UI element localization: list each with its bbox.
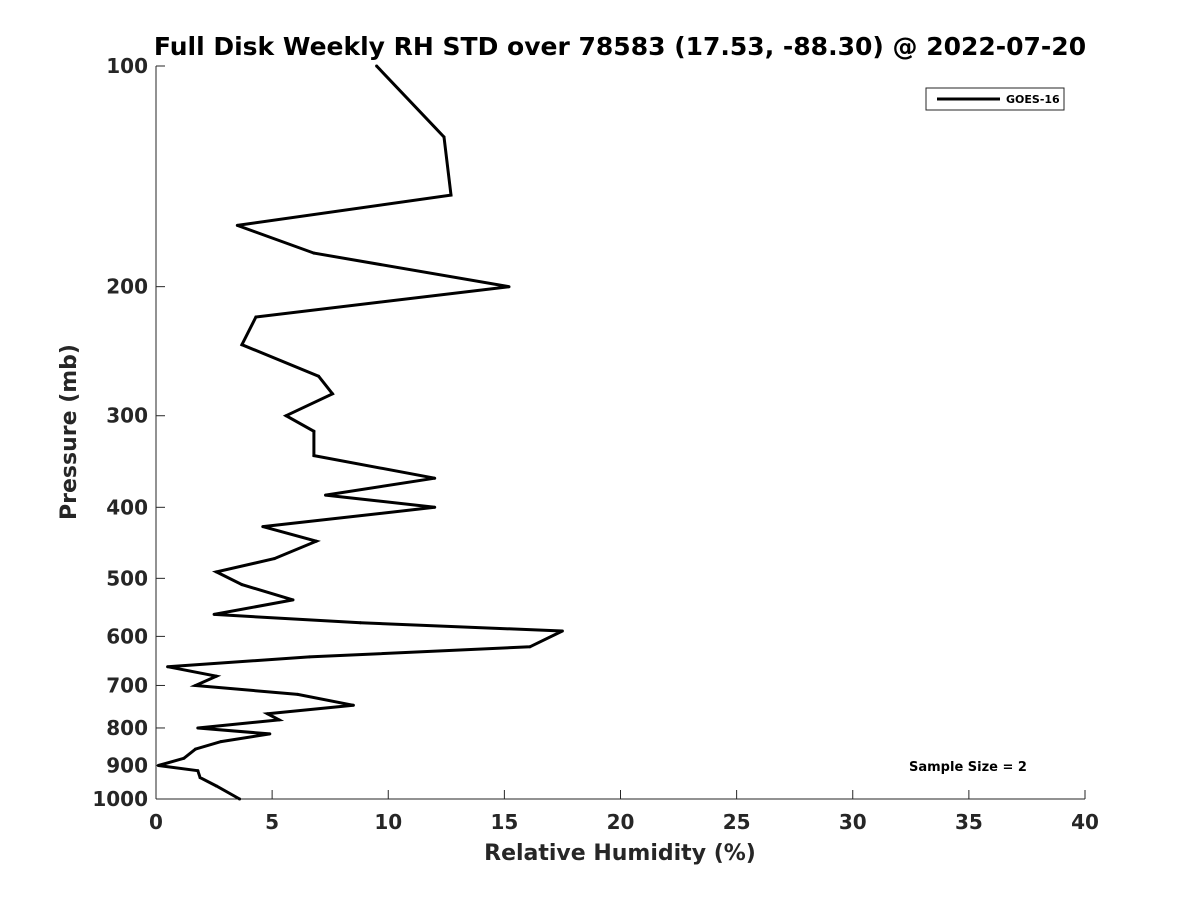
data-point — [238, 797, 242, 801]
x-tick-label: 25 — [723, 810, 751, 834]
x-tick-label: 40 — [1071, 810, 1099, 834]
y-tick-label: 100 — [106, 54, 148, 78]
data-point — [235, 223, 239, 227]
series-line-goes-16 — [157, 64, 564, 801]
data-point — [240, 583, 244, 587]
data-point — [156, 764, 160, 767]
y-tick-label: 200 — [106, 275, 148, 299]
data-point — [291, 598, 295, 602]
data-point — [312, 454, 316, 458]
sample-size-annotation: Sample Size = 2 — [909, 760, 1027, 775]
data-point — [358, 621, 362, 625]
data-point — [296, 692, 300, 696]
data-point — [284, 414, 288, 418]
chart-title: Full Disk Weekly RH STD over 78583 (17.5… — [154, 32, 1086, 61]
data-point — [214, 570, 218, 574]
y-tick-label: 300 — [106, 404, 148, 428]
data-point — [212, 612, 216, 616]
y-axis-label: Pressure (mb) — [57, 344, 82, 520]
data-point — [312, 429, 316, 433]
y-tick-label: 400 — [106, 495, 148, 519]
x-tick-label: 15 — [490, 810, 518, 834]
data-point — [198, 776, 202, 780]
y-tick-label: 600 — [106, 624, 148, 648]
data-point — [266, 712, 269, 716]
data-point — [196, 769, 200, 773]
legend: GOES-16 — [925, 87, 1065, 111]
data-point — [331, 392, 334, 396]
data-point — [375, 64, 379, 68]
x-tick-label: 0 — [149, 810, 163, 834]
data-point — [324, 493, 327, 497]
data-point — [194, 684, 197, 687]
data-point — [194, 747, 197, 751]
x-tick-label: 5 — [265, 810, 279, 834]
x-axis-ticks: 0 5 10 15 20 25 30 35 40 — [149, 790, 1099, 834]
data-point — [449, 193, 453, 197]
x-tick-label: 35 — [955, 810, 983, 834]
data-point — [351, 703, 355, 707]
data-point — [433, 505, 437, 509]
y-tick-label: 1000 — [92, 787, 148, 811]
data-point — [196, 726, 200, 730]
data-point — [312, 251, 316, 255]
plot-area: 0 5 10 15 20 25 30 35 40 100 200 300 400 500 600 700 80… — [92, 54, 1099, 834]
data-point — [442, 135, 446, 139]
x-axis-label: Relative Humidity (%) — [484, 841, 756, 866]
y-tick-label: 900 — [106, 753, 148, 777]
data-point — [272, 557, 276, 561]
data-point — [277, 718, 281, 722]
y-tick-label: 700 — [106, 673, 148, 697]
data-point — [560, 629, 564, 633]
data-point — [254, 315, 258, 319]
data-point — [268, 732, 272, 736]
data-point — [214, 784, 218, 788]
y-tick-label: 800 — [106, 716, 148, 740]
data-point — [261, 525, 265, 529]
data-point — [166, 665, 170, 669]
data-point — [507, 285, 511, 289]
x-tick-label: 10 — [374, 810, 402, 834]
data-point — [314, 539, 318, 543]
x-tick-label: 20 — [607, 810, 635, 834]
data-point — [528, 645, 532, 649]
data-point — [182, 756, 186, 760]
data-point — [214, 674, 218, 678]
y-tick-label: 500 — [106, 566, 148, 590]
data-point — [433, 476, 437, 480]
data-point — [219, 740, 223, 744]
y-axis-ticks: 100 200 300 400 500 600 700 800 900 1000 — [92, 54, 165, 811]
x-tick-label: 30 — [839, 810, 867, 834]
data-point — [240, 343, 244, 347]
data-point — [317, 374, 321, 378]
legend-label-goes-16: GOES-16 — [1006, 93, 1060, 106]
series-points — [156, 64, 564, 801]
data-point — [307, 655, 311, 659]
